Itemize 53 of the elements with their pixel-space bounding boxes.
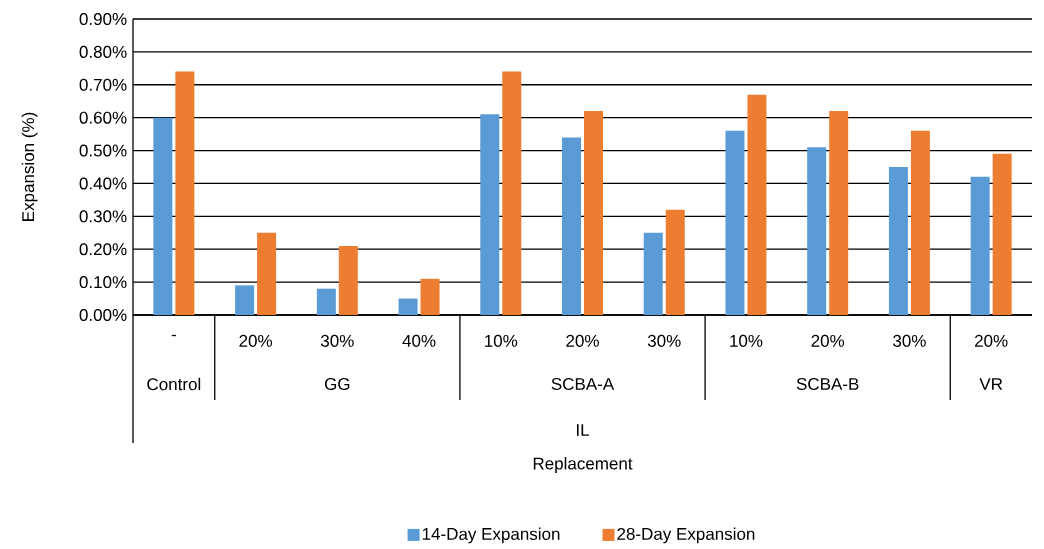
y-tick-label: 0.40% bbox=[79, 177, 127, 190]
bar bbox=[257, 232, 277, 315]
text: Replacement bbox=[533, 457, 633, 473]
text: IL bbox=[576, 424, 590, 436]
x-tick-label: 30% bbox=[893, 334, 926, 347]
text: SCBA-B bbox=[796, 377, 859, 391]
x-tick-label: 40% bbox=[402, 334, 436, 347]
text: VR bbox=[979, 378, 1003, 390]
bar bbox=[398, 298, 418, 315]
y-tick-label: 0.60% bbox=[79, 111, 127, 124]
bar bbox=[725, 130, 745, 315]
y-tick-label: 0.70% bbox=[79, 78, 127, 91]
bar bbox=[584, 111, 604, 315]
x-tick-label: - bbox=[171, 334, 176, 337]
bar bbox=[665, 209, 685, 315]
y-tick-label: 0.50% bbox=[79, 144, 127, 157]
y-tick-label: 0.30% bbox=[79, 210, 127, 223]
bar bbox=[807, 147, 827, 315]
bar bbox=[175, 71, 195, 315]
bar bbox=[888, 166, 908, 315]
bar bbox=[643, 232, 663, 315]
x-tick-label: 10% bbox=[730, 334, 763, 347]
y-tick-label: 0.90% bbox=[79, 12, 127, 26]
y-tick-label: 0.80% bbox=[79, 45, 127, 58]
x-tick-label: 30% bbox=[320, 334, 354, 347]
legend-label: 28-Day Expansion bbox=[617, 527, 755, 544]
bar bbox=[235, 285, 255, 315]
x-tick-label: 20% bbox=[239, 334, 273, 347]
bar bbox=[420, 278, 440, 315]
bar bbox=[562, 137, 582, 315]
y-tick-label: 0.00% bbox=[79, 308, 127, 322]
text: GG bbox=[324, 377, 350, 391]
text: SCBA-A bbox=[551, 377, 615, 391]
bar bbox=[338, 245, 358, 315]
x-tick-label: 20% bbox=[811, 334, 845, 347]
x-tick-label: 20% bbox=[566, 334, 599, 347]
x-tick-label: 30% bbox=[647, 334, 681, 347]
x-tick-label: 20% bbox=[974, 334, 1008, 347]
bar bbox=[502, 71, 522, 315]
bar bbox=[992, 153, 1012, 315]
bar bbox=[970, 176, 990, 315]
y-axis-title: Expansion (%) bbox=[21, 112, 38, 221]
legend-label: 14-Day Expansion bbox=[422, 527, 560, 544]
bar bbox=[480, 114, 500, 315]
y-tick-label: 0.20% bbox=[79, 243, 127, 256]
bar bbox=[153, 117, 173, 315]
text: Control bbox=[147, 377, 201, 391]
x-tick-label: 10% bbox=[485, 334, 518, 347]
bar bbox=[829, 111, 849, 315]
bar bbox=[316, 288, 336, 315]
bar bbox=[747, 94, 767, 315]
y-tick-label: 0.10% bbox=[79, 276, 127, 289]
bar bbox=[910, 130, 930, 315]
